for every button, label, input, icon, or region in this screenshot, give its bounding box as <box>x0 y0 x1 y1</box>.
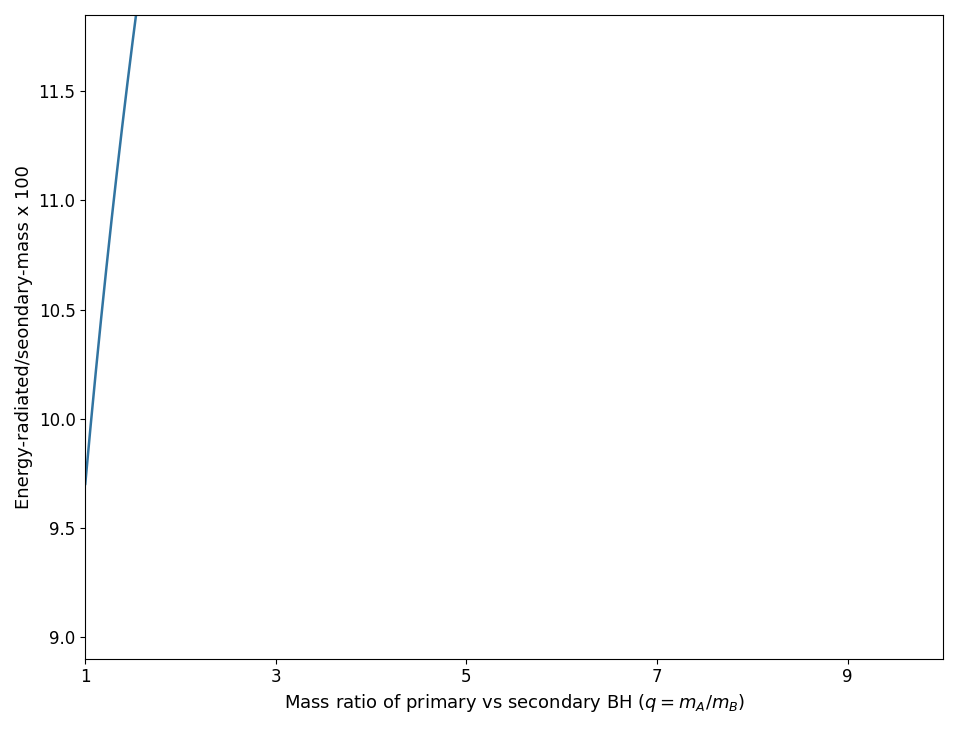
Y-axis label: Energy-radiated/seondary-mass x 100: Energy-radiated/seondary-mass x 100 <box>15 165 33 509</box>
X-axis label: Mass ratio of primary vs secondary BH ($q = m_A/m_B$): Mass ratio of primary vs secondary BH ($… <box>284 692 744 714</box>
